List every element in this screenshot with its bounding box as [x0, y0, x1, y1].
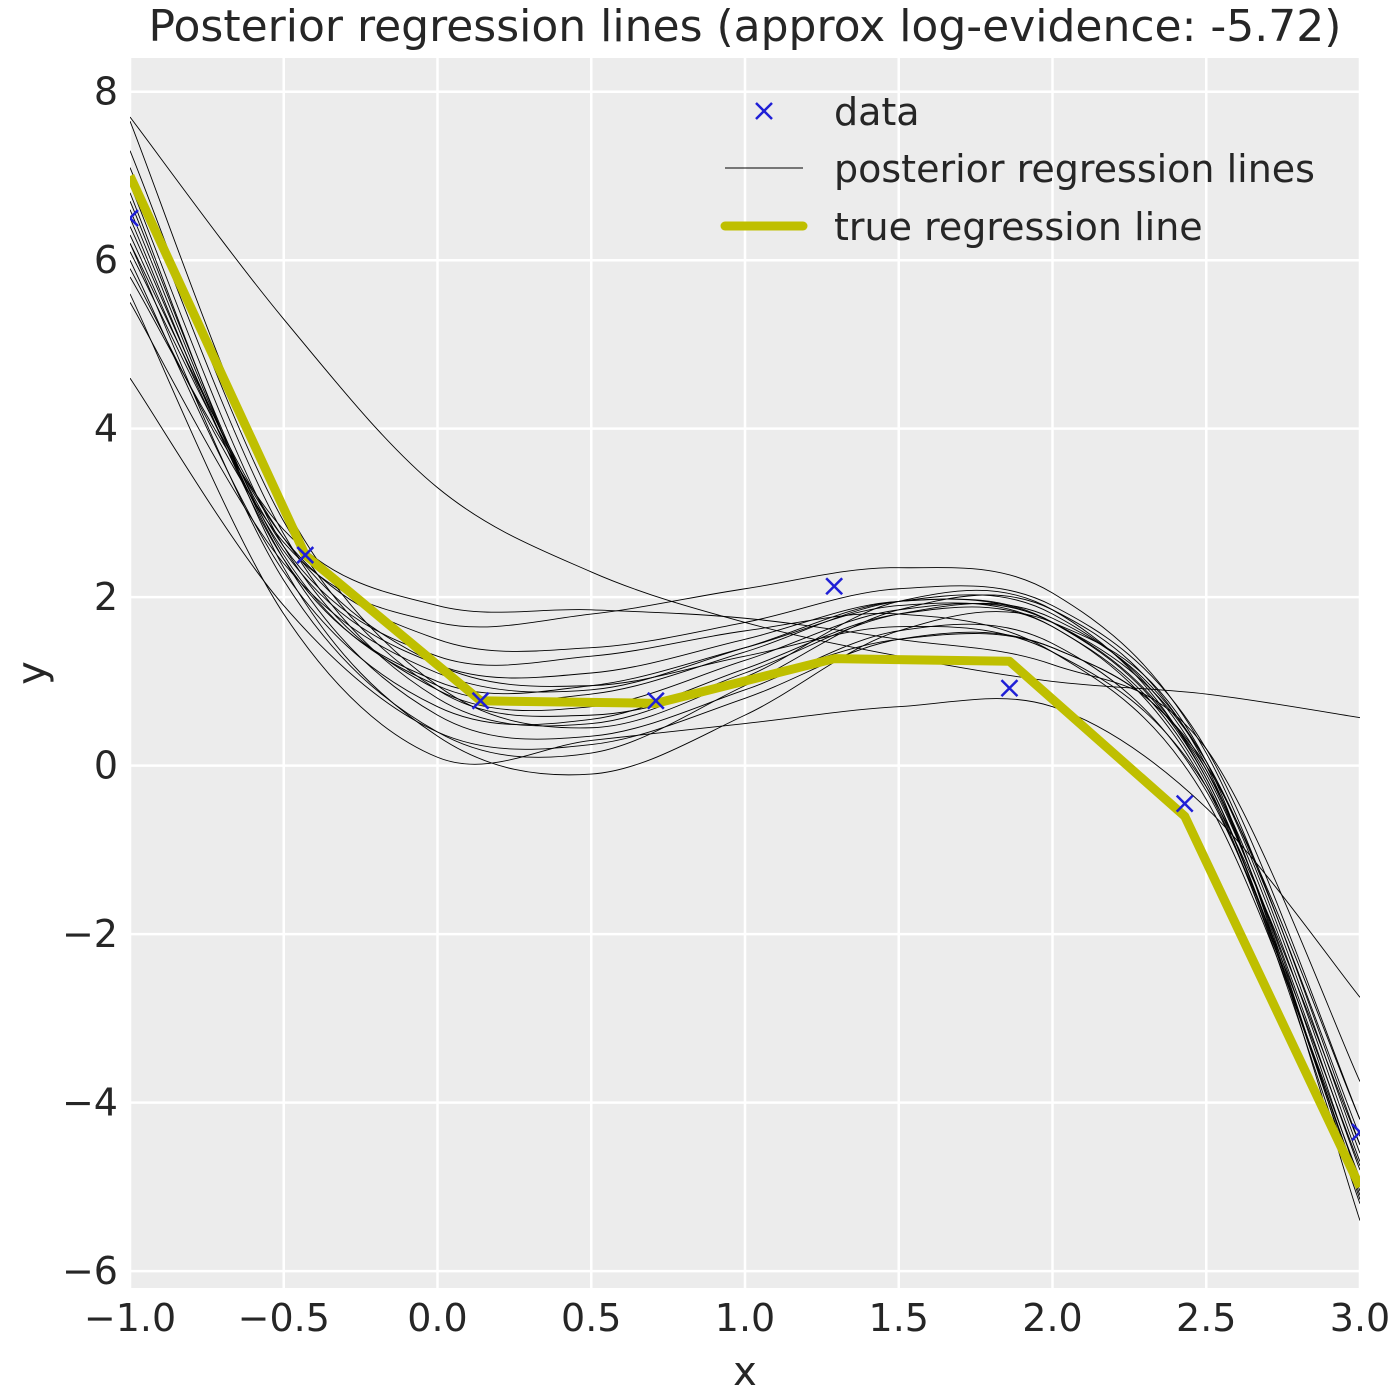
data-point [1175, 794, 1194, 813]
x-tick-label: 0.5 [561, 1296, 621, 1340]
y-tick-label: 6 [94, 238, 118, 282]
posterior-line [130, 243, 1360, 1145]
x-tick-label: −0.5 [238, 1296, 330, 1340]
data-point [825, 577, 844, 596]
data-point [471, 691, 490, 710]
x-tick-label: −1.0 [84, 1296, 176, 1340]
x-tick-label: 1.0 [715, 1296, 775, 1340]
y-tick-label: −6 [62, 1249, 118, 1293]
data-points [130, 209, 1360, 1142]
y-tick-label: 4 [94, 407, 118, 451]
posterior-line [130, 268, 1360, 1145]
posterior-lines [130, 116, 1360, 1221]
legend: data posterior regression lines true reg… [720, 90, 1315, 249]
posterior-line [130, 293, 1360, 998]
y-tick-label: −2 [62, 912, 118, 956]
y-tick-labels: −6 −4 −2 0 2 4 6 8 [62, 70, 118, 1293]
true-regression-line-path [130, 174, 1360, 1189]
x-tick-label: 2.5 [1176, 1296, 1236, 1340]
y-axis-label: y [9, 661, 55, 685]
x-tick-label: 3.0 [1330, 1296, 1390, 1340]
data-point [130, 209, 139, 227]
chart-title: Posterior regression lines (approx log-e… [149, 1, 1342, 52]
legend-label-posterior: posterior regression lines [834, 147, 1315, 191]
posterior-line [130, 116, 1360, 719]
data-point [646, 691, 665, 710]
posterior-line [130, 209, 1360, 1167]
posterior-line [130, 234, 1360, 1192]
posterior-line [130, 377, 1360, 1162]
y-tick-label: −4 [62, 1081, 118, 1125]
legend-label-data: data [834, 90, 920, 134]
x-axis-label: x [733, 1349, 757, 1395]
data-point [1000, 679, 1019, 698]
legend-marker-data [755, 102, 773, 120]
x-tick-label: 1.5 [869, 1296, 929, 1340]
legend-label-true: true regression line [834, 205, 1203, 249]
legend-x-marker [755, 102, 773, 120]
y-tick-label: 8 [94, 70, 118, 114]
posterior-line [130, 192, 1360, 1221]
true-regression-line [130, 174, 1360, 1189]
x-tick-labels: −1.0 −0.5 0.0 0.5 1.0 1.5 2.0 2.5 3.0 [84, 1296, 1390, 1340]
posterior-line [130, 226, 1360, 1179]
x-tick-label: 0.0 [407, 1296, 467, 1340]
y-tick-label: 2 [94, 575, 118, 619]
data-point [1351, 1123, 1360, 1142]
grid [128, 58, 1362, 1288]
y-tick-label: 0 [94, 744, 118, 788]
data-point [296, 546, 315, 564]
x-tick-label: 2.0 [1022, 1296, 1082, 1340]
